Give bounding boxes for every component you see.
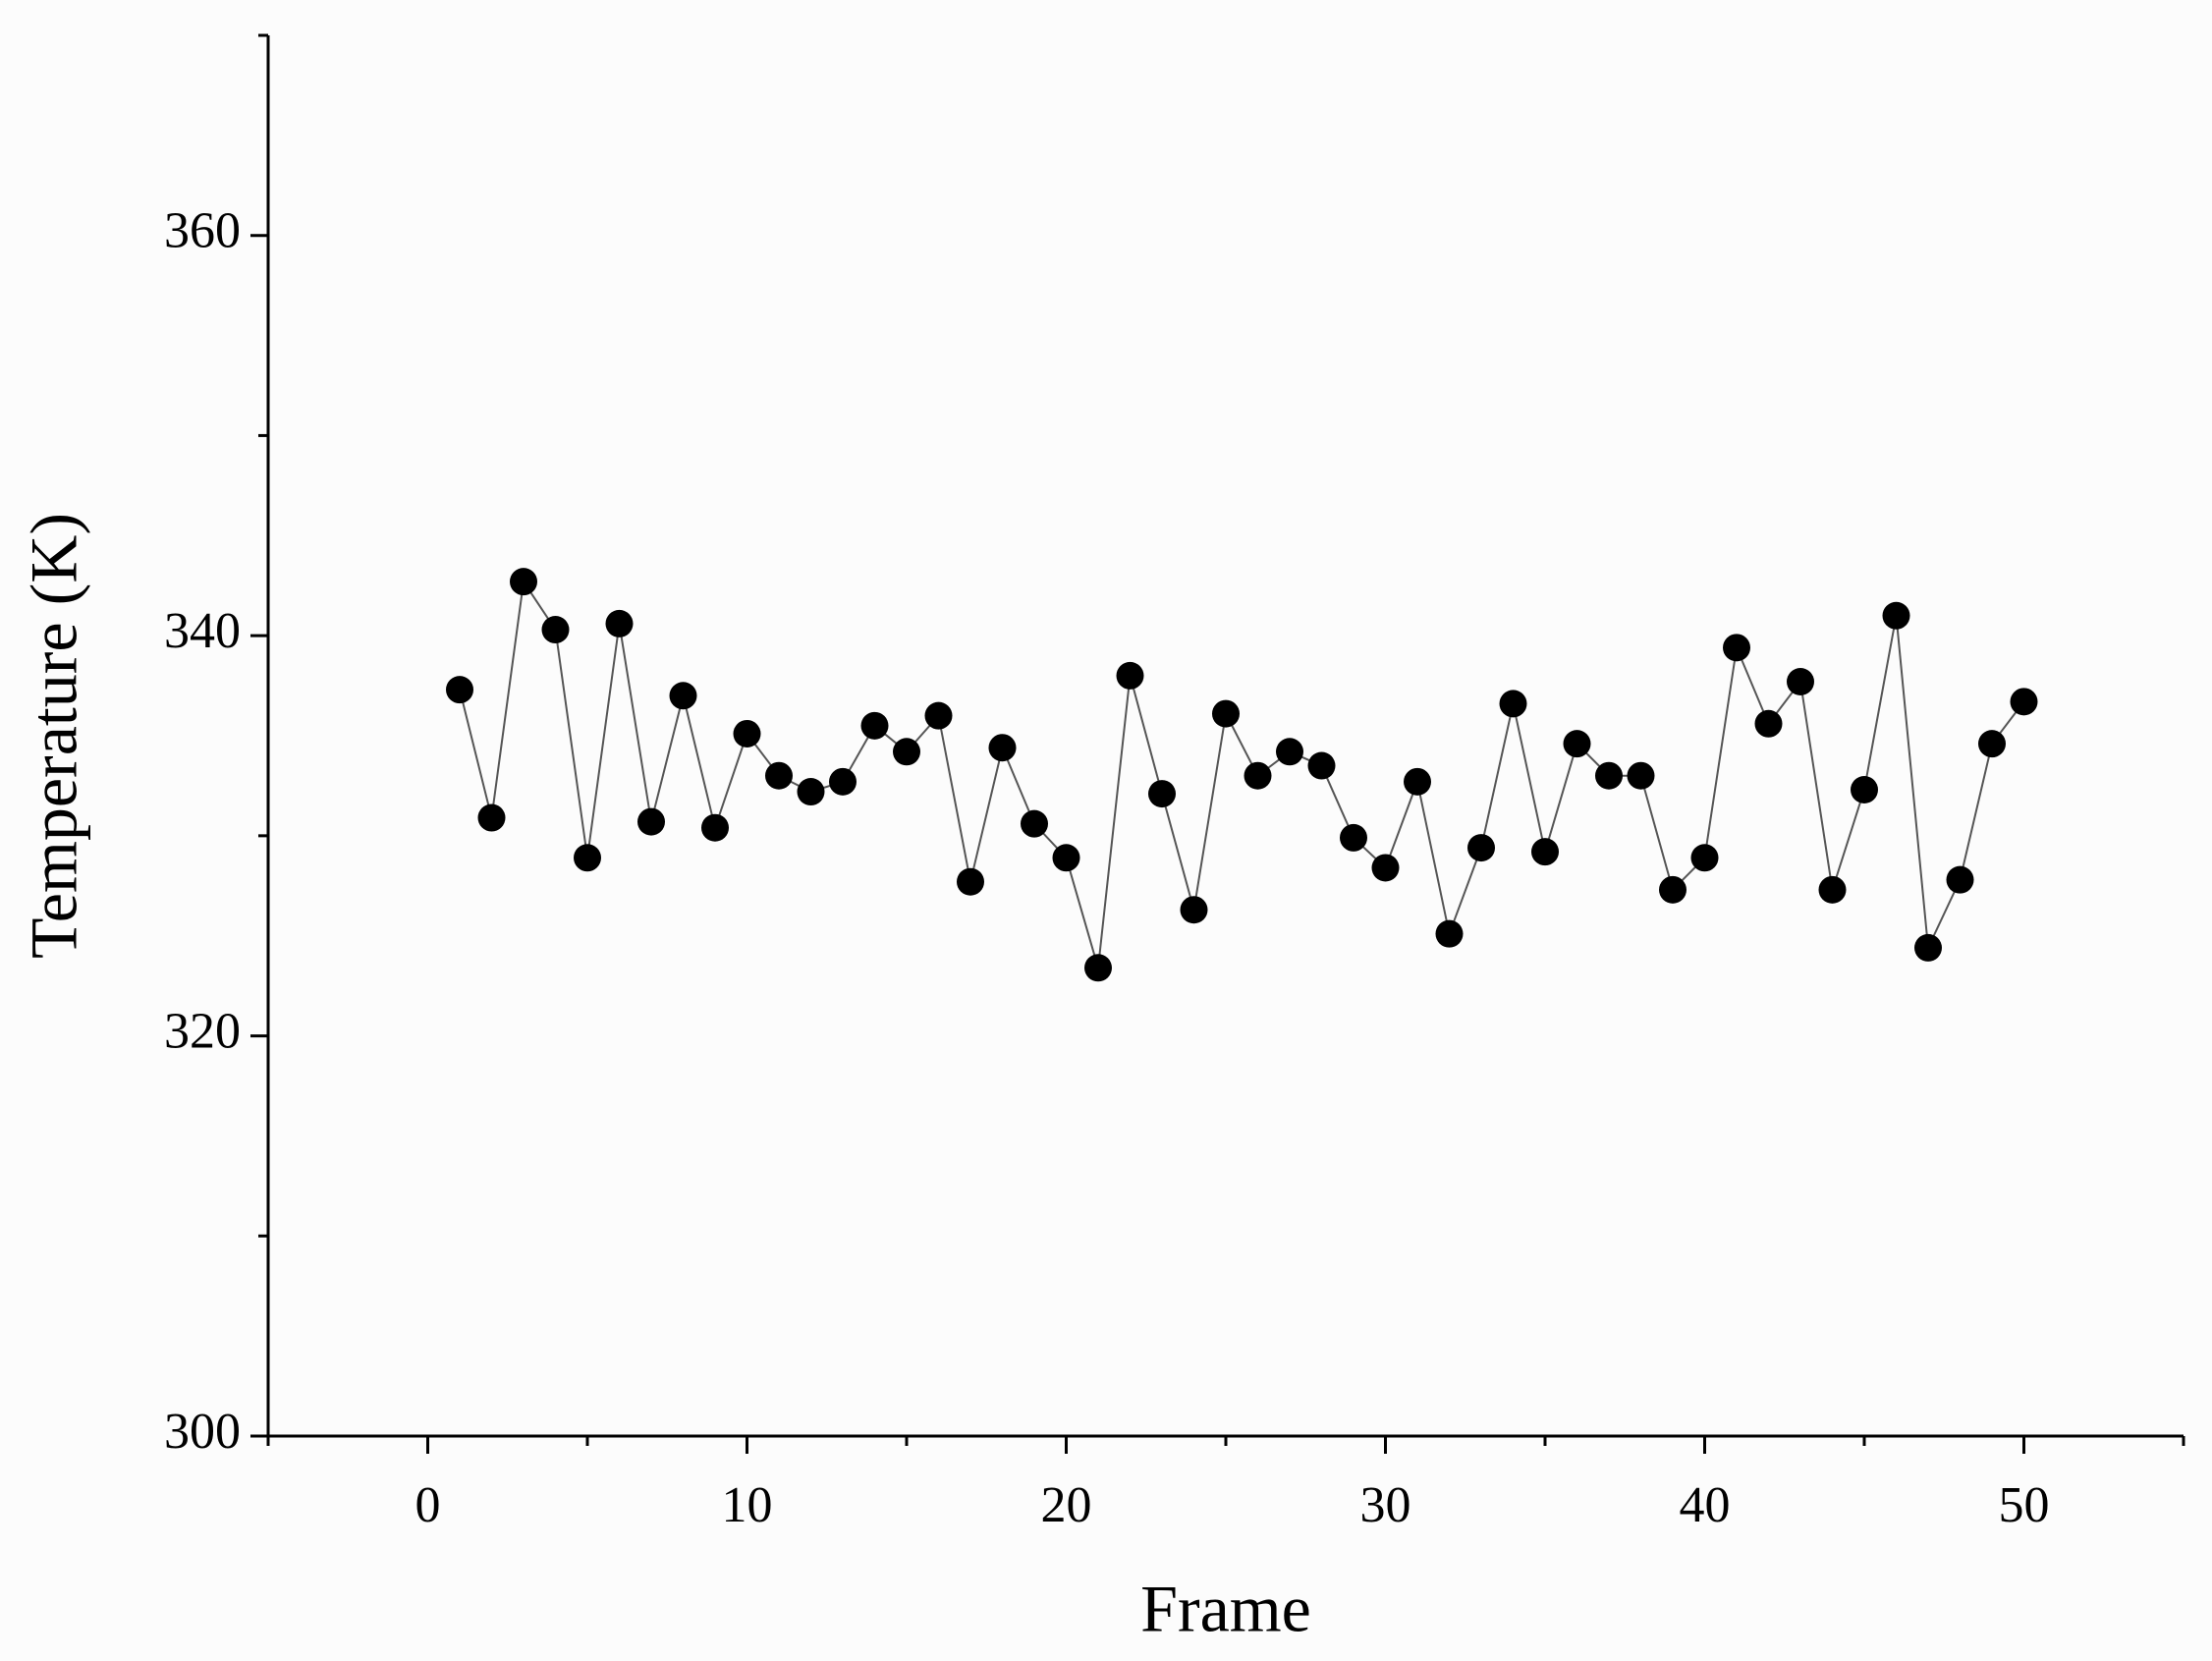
data-point (1052, 844, 1080, 872)
data-point (541, 616, 570, 644)
data-point (988, 734, 1017, 762)
data-point (1754, 709, 1783, 738)
y-tick-label: 300 (164, 1404, 241, 1460)
x-axis-title: Frame (1140, 1572, 1311, 1646)
data-point (1531, 838, 1559, 866)
data-point (2010, 688, 2038, 716)
data-point (924, 701, 953, 730)
data-point (1435, 919, 1464, 948)
y-axis-title: Temperature (K) (17, 513, 91, 959)
data-point (574, 844, 601, 872)
data-point (860, 711, 889, 740)
y-tick-label: 320 (164, 1004, 241, 1060)
x-tick-label: 50 (1999, 1477, 2050, 1533)
data-point (1084, 954, 1112, 982)
data-point (637, 807, 665, 836)
y-tick-label: 340 (164, 603, 241, 659)
data-point (1148, 780, 1176, 808)
y-tick-label: 360 (164, 203, 241, 259)
data-point (1244, 761, 1272, 790)
data-point (1690, 844, 1719, 872)
x-tick-label: 20 (1041, 1477, 1092, 1533)
data-point (957, 867, 984, 896)
data-point (829, 767, 857, 796)
data-point (893, 738, 920, 766)
data-point (1180, 896, 1208, 924)
data-point (797, 778, 825, 806)
data-point (510, 568, 537, 596)
data-point (1116, 661, 1144, 690)
data-point (446, 676, 473, 704)
data-point (765, 761, 793, 790)
data-point (669, 682, 697, 710)
data-point (1914, 933, 1942, 962)
data-point (1723, 634, 1750, 662)
data-point (1946, 865, 1974, 894)
data-point (1307, 751, 1336, 780)
data-point (1371, 854, 1400, 882)
data-point (1659, 875, 1687, 904)
data-point (1818, 875, 1847, 904)
data-point (1787, 667, 1814, 695)
data-point (1882, 601, 1910, 630)
x-tick-label: 10 (722, 1477, 773, 1533)
data-point (1978, 730, 2006, 758)
data-point (1340, 823, 1367, 852)
x-tick-label: 40 (1680, 1477, 1731, 1533)
data-point (477, 803, 506, 832)
data-point (1467, 834, 1495, 862)
data-point (1404, 767, 1431, 796)
x-tick-label: 0 (415, 1477, 441, 1533)
data-point (733, 719, 761, 747)
data-point (1276, 738, 1303, 766)
data-point (1212, 699, 1240, 728)
data-point (1563, 730, 1591, 758)
data-point (1627, 761, 1655, 790)
data-point (1499, 690, 1527, 718)
x-tick-label: 30 (1360, 1477, 1411, 1533)
data-point (1595, 761, 1623, 790)
data-point (605, 609, 634, 637)
data-point (1851, 776, 1878, 804)
data-point (1021, 809, 1048, 838)
data-point (701, 813, 729, 842)
